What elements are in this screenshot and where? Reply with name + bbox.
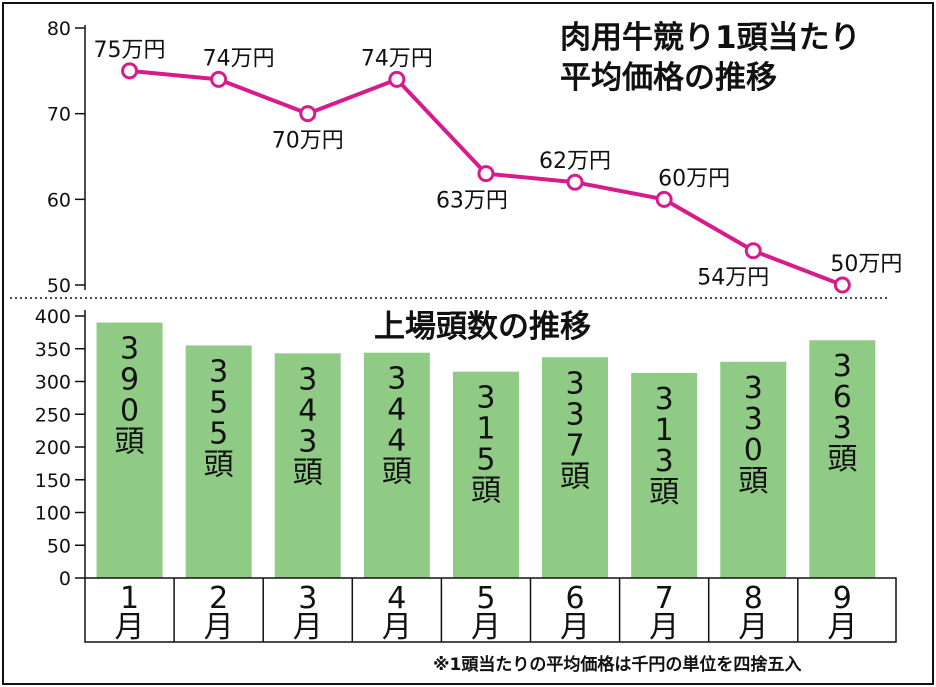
price-data-labels: 75万円 74万円 70万円 74万円 63万円 62万円 60万円 54万円 50万円 xyxy=(94,38,903,291)
count-bar xyxy=(720,361,787,578)
price-points xyxy=(121,62,851,294)
month-axis-box xyxy=(84,577,897,643)
price-data-label: 62万円 xyxy=(539,149,611,174)
price-tick-label: 60 xyxy=(47,189,71,211)
price-point xyxy=(744,242,762,260)
footnote: ※1頭当たりの平均価格は千円の単位を四捨五入 xyxy=(433,654,801,675)
count-bars xyxy=(96,322,876,578)
month-axis-cells: 1 月 2 月 3 月 4 月 5 月 6 月 7 月 8 月 9 月 xyxy=(115,578,857,645)
price-point xyxy=(210,70,228,88)
price-point xyxy=(121,62,139,80)
price-y-ticks: 80 70 60 50 xyxy=(47,18,85,297)
price-data-label: 70万円 xyxy=(272,129,344,154)
count-bar xyxy=(452,371,519,578)
price-data-label: 74万円 xyxy=(361,46,433,71)
price-data-label: 54万円 xyxy=(697,266,769,291)
price-tick-label: 80 xyxy=(47,18,71,40)
count-tick-label: 50 xyxy=(47,535,71,557)
price-line-chart: 80 70 60 50 肉用牛競り1頭当たり 平均価格の推移 75万円 74万円 70万円… xyxy=(47,18,903,297)
count-bar-labels: 3 9 0 頭 3 5 5 頭 3 4 3 頭 3 4 4 頭 3 1 5 頭 3 3 7 頭 3 1 3 頭 3 3 0 頭 3 6 3 頭 xyxy=(115,332,858,510)
count-bar xyxy=(363,352,430,578)
price-title-line-2: 平均価格の推移 xyxy=(560,60,777,96)
count-tick-label: 150 xyxy=(35,470,71,492)
price-point xyxy=(299,105,317,123)
count-bar-chart: 400 350 300 250 200 150 100 50 0 上場頭数の推移 3 9 0 頭 3 5 5… xyxy=(35,306,897,645)
price-point xyxy=(477,165,495,183)
count-tick-label: 200 xyxy=(35,437,71,459)
price-data-label: 50万円 xyxy=(830,252,902,277)
count-tick-label: 400 xyxy=(35,306,71,328)
count-bar xyxy=(631,372,698,578)
count-bar xyxy=(96,322,163,578)
count-tick-label: 0 xyxy=(59,568,71,590)
count-bar xyxy=(274,353,341,578)
count-tick-label: 250 xyxy=(35,404,71,426)
price-tick-label: 70 xyxy=(47,104,71,126)
count-bar xyxy=(542,357,609,578)
price-data-label: 63万円 xyxy=(436,189,508,214)
price-data-label: 75万円 xyxy=(94,38,166,63)
price-point xyxy=(833,276,851,294)
price-data-label: 60万円 xyxy=(658,166,730,191)
count-tick-label: 350 xyxy=(35,339,71,361)
price-data-label: 74万円 xyxy=(203,46,275,71)
price-tick-label: 50 xyxy=(47,275,71,297)
count-tick-label: 300 xyxy=(35,372,71,394)
count-bar xyxy=(809,340,876,578)
count-tick-label: 100 xyxy=(35,503,71,525)
count-y-ticks: 400 350 300 250 200 150 100 50 0 xyxy=(35,306,85,590)
count-bar xyxy=(185,345,252,578)
price-point xyxy=(388,70,406,88)
count-title: 上場頭数の推移 xyxy=(374,309,591,345)
price-point xyxy=(655,190,673,208)
price-title-line-1: 肉用牛競り1頭当たり xyxy=(560,20,861,56)
price-point xyxy=(566,173,584,191)
